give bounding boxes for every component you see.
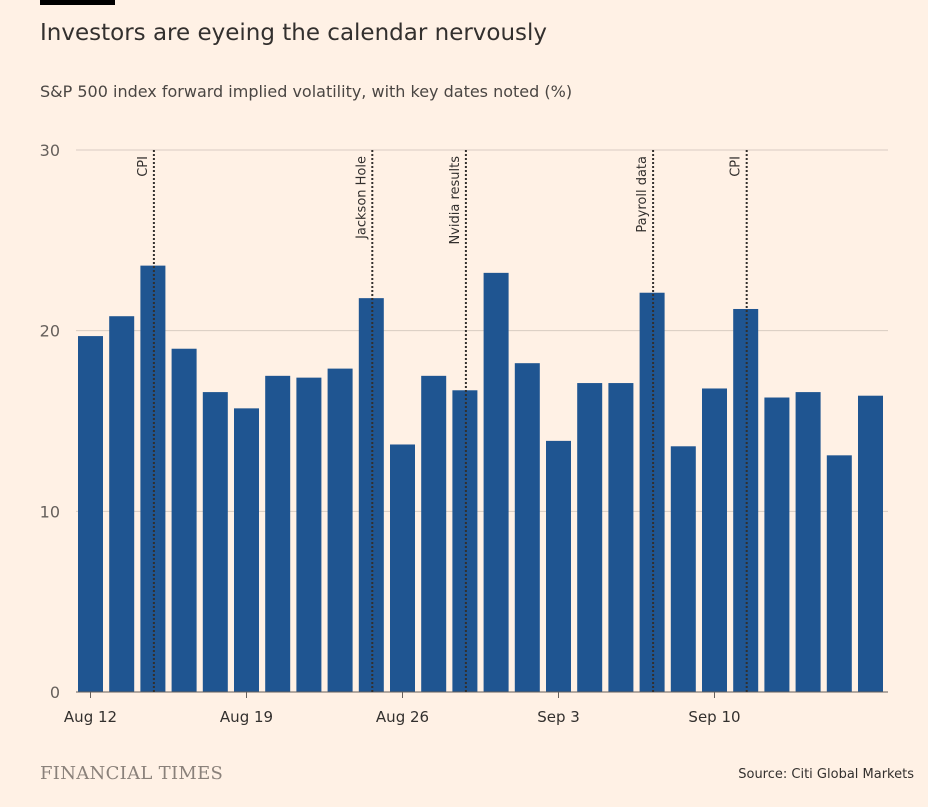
bar-aug-12	[78, 336, 103, 692]
bar-aug-26	[390, 444, 415, 692]
key-date-label: Nvidia results	[448, 156, 463, 245]
bar-sep-11	[733, 308, 759, 692]
bar-aug-20	[265, 375, 291, 692]
bar-sep-9	[670, 446, 696, 692]
bar-sep-12	[764, 397, 790, 692]
bar-aug-30	[514, 363, 540, 692]
key-date-label: Payroll data	[635, 156, 650, 233]
x-tick-label: Sep 10	[688, 708, 740, 726]
bar-sep-16	[826, 455, 852, 692]
bar-aug-28	[452, 390, 478, 692]
y-tick-label: 20	[40, 322, 60, 341]
bar-aug-15	[171, 348, 197, 692]
bar-sep-3	[546, 440, 571, 692]
bar-aug-29	[483, 272, 509, 692]
bar-sep-10	[702, 388, 727, 692]
key-date-label: CPI	[136, 156, 151, 177]
key-date-label: CPI	[729, 156, 744, 177]
x-tick-label: Aug 19	[220, 708, 273, 726]
bar-aug-22	[327, 368, 353, 692]
bar-chart: 0 10 20 30 Aug 12 Aug 19 Aug 26 Sep 3 Sep 10 CPI J…	[40, 141, 888, 726]
ft-logo: FINANCIAL TIMES	[40, 763, 224, 784]
bar-sep-17	[858, 395, 883, 692]
ft-top-bar	[40, 0, 115, 5]
bar-aug-13	[109, 316, 135, 692]
bar-sep-13	[795, 392, 821, 692]
y-tick-label: 10	[40, 502, 60, 521]
bar-aug-16	[202, 392, 228, 692]
chart-subtitle: S&P 500 index forward implied volatility…	[40, 82, 573, 101]
bar-sep-6	[639, 292, 665, 692]
x-tick-label: Aug 12	[64, 708, 117, 726]
source-note: Source: Citi Global Markets	[738, 767, 914, 782]
bar-aug-19	[234, 408, 259, 692]
bar-sep-4	[577, 383, 603, 692]
y-tick-label: 30	[40, 141, 60, 160]
bar-sep-5	[608, 383, 634, 692]
bar-aug-27	[421, 375, 447, 692]
chart-title: Investors are eyeing the calendar nervou…	[40, 20, 548, 46]
bar-aug-21	[296, 377, 322, 692]
key-date-label: Jackson Hole	[354, 156, 369, 240]
x-tick-label: Aug 26	[376, 708, 429, 726]
x-tick-label: Sep 3	[537, 708, 580, 726]
y-tick-label: 0	[50, 683, 60, 702]
